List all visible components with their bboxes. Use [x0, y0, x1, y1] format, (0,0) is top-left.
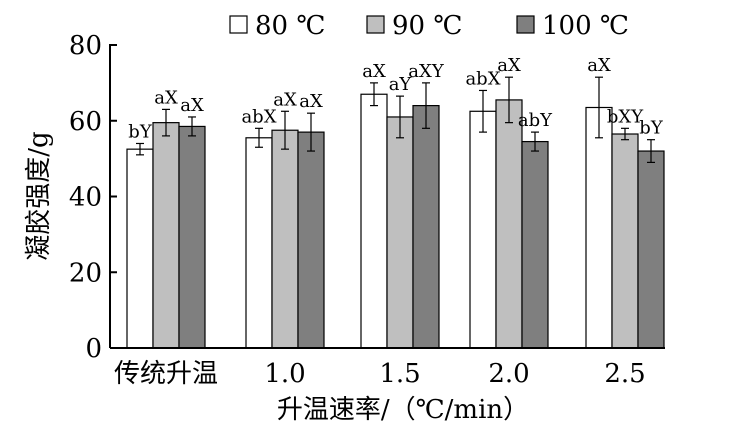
bar	[360, 93, 388, 349]
significance-label: aXY	[408, 61, 445, 82]
significance-label: aX	[180, 95, 204, 116]
error-bar	[505, 76, 513, 124]
error-bar	[479, 89, 487, 133]
legend-swatch	[516, 15, 535, 34]
error-bar	[595, 76, 603, 139]
significance-label: aX	[299, 91, 323, 112]
y-axis-title: 凝胶强度/g	[24, 131, 54, 260]
error-bar	[281, 110, 289, 150]
bar	[126, 148, 154, 349]
significance-label: aX	[497, 55, 521, 76]
error-bar	[255, 127, 263, 148]
x-category-labels: 传统升温 1.0 1.5 2.0 2.5	[114, 359, 646, 389]
y-tick-label: 40	[69, 183, 102, 213]
legend-label: 90 ℃	[392, 11, 462, 41]
error-bar	[307, 112, 315, 152]
significance-label: aY	[389, 74, 413, 95]
x-category-label: 1.0	[264, 359, 305, 389]
y-tick-label: 80	[69, 31, 102, 61]
error-bars	[136, 76, 655, 164]
error-bar	[136, 142, 144, 156]
y-tick-label: 0	[85, 334, 102, 364]
legend-item: 90 ℃	[366, 11, 462, 41]
y-tick-label: 60	[69, 107, 102, 137]
significance-label: abY	[518, 110, 553, 131]
bar	[386, 116, 414, 349]
bar	[585, 106, 613, 349]
bar	[271, 129, 299, 349]
y-ticks: 0 20 40 60 80	[69, 31, 117, 364]
error-bar	[621, 127, 629, 141]
legend-swatch	[229, 15, 248, 34]
bar	[297, 131, 325, 349]
bar	[521, 140, 549, 349]
significance-label: bXY	[607, 106, 644, 127]
error-bar	[162, 108, 170, 137]
error-bar	[396, 95, 404, 139]
significance-label: aX	[154, 87, 178, 108]
bars	[126, 93, 665, 349]
x-category-label: 传统升温	[114, 359, 218, 389]
x-category-label: 2.0	[488, 359, 529, 389]
bar	[469, 110, 497, 349]
bar	[495, 99, 523, 349]
legend-item: 80 ℃	[229, 11, 325, 41]
bar	[412, 104, 440, 349]
x-category-label: 1.5	[379, 359, 420, 389]
significance-label: bY	[128, 121, 153, 142]
error-bar	[422, 82, 430, 129]
significance-label: bY	[639, 118, 664, 139]
legend: 80 ℃ 90 ℃ 100 ℃	[229, 11, 629, 41]
significance-label: aX	[587, 55, 611, 76]
bar	[152, 122, 180, 349]
error-bar	[531, 131, 539, 152]
error-bar	[647, 139, 655, 164]
significance-label: abX	[465, 68, 500, 89]
legend-swatch	[366, 15, 385, 34]
bar	[245, 137, 273, 349]
significance-label: aX	[273, 89, 297, 110]
x-axis-title: 升温速率/（℃/min）	[277, 395, 529, 425]
y-tick-label: 20	[69, 258, 102, 288]
bar	[637, 150, 665, 349]
legend-label: 80 ℃	[255, 11, 325, 41]
error-bar	[370, 82, 378, 107]
bar	[611, 133, 639, 349]
significance-label: aX	[362, 61, 386, 82]
x-category-label: 2.5	[604, 359, 645, 389]
bar	[178, 125, 206, 349]
legend-item: 100 ℃	[516, 11, 629, 41]
legend-label: 100 ℃	[542, 11, 629, 41]
significance-label: abX	[241, 106, 276, 127]
error-bar	[188, 116, 196, 137]
